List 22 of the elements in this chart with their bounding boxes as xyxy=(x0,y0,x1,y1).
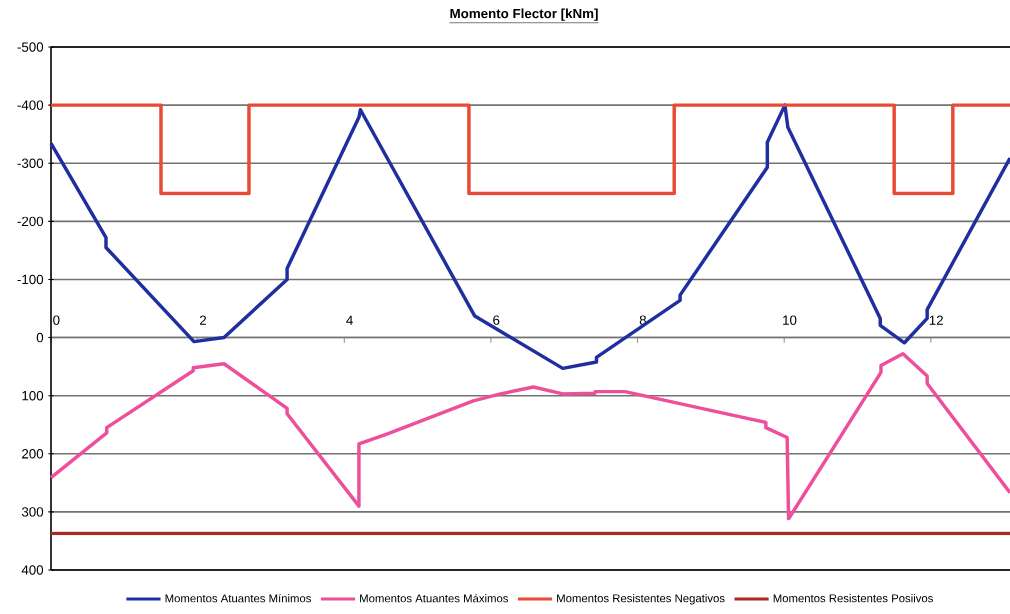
x-tick-label: 0 xyxy=(53,315,60,325)
x-tick-label: 4 xyxy=(346,315,353,325)
y-tick-label: 300 xyxy=(21,507,44,517)
legend-label: Momentos Resistentes Posiivos xyxy=(773,593,933,603)
y-tick-label: -300 xyxy=(17,158,44,168)
x-tick-label: 2 xyxy=(199,315,207,325)
x-tick-label: 10 xyxy=(783,315,797,325)
y-tick-label: 400 xyxy=(21,565,44,575)
y-tick-label: 0 xyxy=(36,332,44,343)
legend-label: Momentos Atuantes Máximos xyxy=(360,593,509,603)
x-tick-label: 12 xyxy=(929,315,943,325)
legend-label: Momentos Resistentes Negativos xyxy=(557,593,725,605)
y-tick-label: -500 xyxy=(17,42,44,52)
x-tick-label: 6 xyxy=(493,315,500,325)
y-tick-label: -200 xyxy=(17,216,44,227)
line-series xyxy=(49,352,1010,521)
y-tick-label: -100 xyxy=(17,274,44,285)
y-tick-label: 100 xyxy=(22,390,44,401)
y-tick-label: 200 xyxy=(22,449,44,459)
y-tick-label: -400 xyxy=(17,100,44,110)
chart-title: Momento Flector [kNm] xyxy=(450,8,598,21)
legend-label: Momentos Atuantes Mínimos xyxy=(165,593,312,603)
